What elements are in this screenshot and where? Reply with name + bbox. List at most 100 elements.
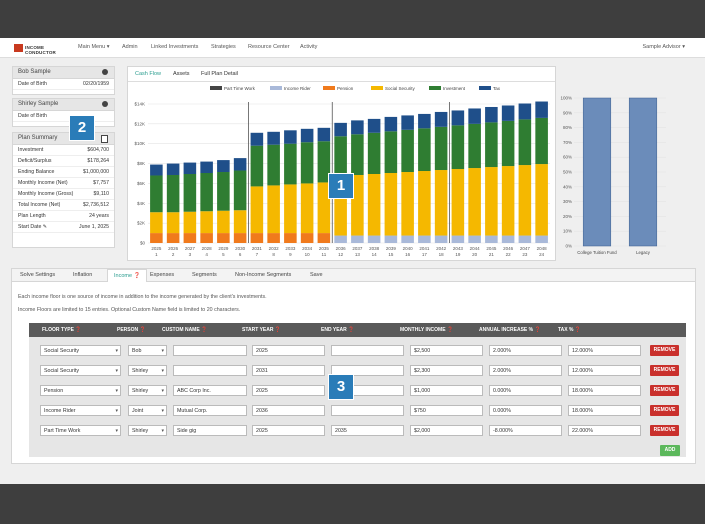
person-select[interactable]: Shirley bbox=[128, 365, 167, 376]
nav-linked-investments[interactable]: Linked Investments bbox=[151, 44, 199, 50]
goal-label: Legacy bbox=[636, 250, 651, 255]
x-tick-year: 2041 bbox=[419, 246, 430, 251]
y-tick-label: $10K bbox=[134, 141, 145, 146]
end-year-input[interactable]: 2035 bbox=[331, 425, 404, 436]
y-tick-label: 20% bbox=[563, 214, 572, 219]
col-monthly-income: MONTHLY INCOME ❓ bbox=[400, 327, 454, 333]
start-year-input[interactable]: 2025 bbox=[252, 425, 325, 436]
floor-type-select[interactable]: Income Rider bbox=[40, 405, 121, 416]
tab-full-plan-detail[interactable]: Full Plan Detail bbox=[201, 71, 238, 77]
tab-inflation[interactable]: Inflation bbox=[73, 272, 93, 278]
tab-non-income-segments[interactable]: Non-Income Segments bbox=[235, 272, 292, 278]
legend-label[interactable]: Tax bbox=[493, 86, 501, 91]
x-tick-index: 20 bbox=[472, 252, 478, 257]
floor-type-select[interactable]: Social Security bbox=[40, 365, 121, 376]
person-select[interactable]: Joint bbox=[128, 405, 167, 416]
annual-increase-input[interactable]: 0.000% bbox=[489, 405, 562, 416]
remove-button[interactable]: REMOVE bbox=[650, 365, 679, 376]
tax-input[interactable]: 18.000% bbox=[568, 385, 641, 396]
legend-label[interactable]: Part Time Work bbox=[224, 86, 256, 91]
tab-expenses[interactable]: Expenses bbox=[150, 272, 175, 278]
settings-panel: Solve Settings Inflation Income ❓ Expens… bbox=[11, 268, 696, 464]
remove-button[interactable]: REMOVE bbox=[650, 405, 679, 416]
end-year-input[interactable] bbox=[331, 345, 404, 356]
bar-segment bbox=[267, 131, 280, 145]
plan-summary-title: Plan Summary bbox=[13, 133, 114, 145]
nav-main-menu[interactable]: Main Menu ▾ bbox=[78, 44, 110, 50]
bar-segment bbox=[250, 145, 264, 187]
summary-value: $178,264 bbox=[87, 158, 109, 164]
remove-button[interactable]: REMOVE bbox=[650, 425, 679, 436]
custom-name-input[interactable]: Mutual Corp. bbox=[173, 405, 247, 416]
person-select[interactable]: Shirley bbox=[128, 425, 167, 436]
start-year-input[interactable]: 2025 bbox=[252, 345, 325, 356]
person-select[interactable]: Shirley bbox=[128, 385, 167, 396]
y-tick-label: $2K bbox=[137, 221, 145, 226]
annual-increase-input[interactable]: -8.000% bbox=[489, 425, 562, 436]
x-tick-index: 6 bbox=[239, 252, 242, 257]
summary-label: Ending Balance bbox=[18, 169, 55, 175]
custom-name-input[interactable]: ABC Corp Inc. bbox=[173, 385, 247, 396]
monthly-income-input[interactable]: $1,000 bbox=[410, 385, 483, 396]
brand-logo[interactable]: INCOME CONDUCTOR bbox=[14, 44, 66, 55]
end-year-input[interactable] bbox=[331, 405, 404, 416]
annual-increase-input[interactable]: 2.000% bbox=[489, 365, 562, 376]
x-tick-year: 2025 bbox=[151, 246, 162, 251]
person-icon[interactable] bbox=[102, 101, 108, 107]
user-menu[interactable]: Sample Advisor ▾ bbox=[642, 44, 685, 50]
tab-segments[interactable]: Segments bbox=[192, 272, 217, 278]
tab-cash-flow[interactable]: Cash Flow bbox=[135, 71, 161, 77]
nav-strategies[interactable]: Strategies bbox=[211, 44, 236, 50]
monthly-income-input[interactable]: $2,500 bbox=[410, 345, 483, 356]
annual-increase-input[interactable]: 2.000% bbox=[489, 345, 562, 356]
tax-input[interactable]: 12.000% bbox=[568, 365, 641, 376]
custom-name-input[interactable] bbox=[173, 365, 247, 376]
custom-name-input[interactable]: Side gig bbox=[173, 425, 247, 436]
floor-type-select[interactable]: Pension bbox=[40, 385, 121, 396]
nav-resource-center[interactable]: Resource Center bbox=[248, 44, 290, 50]
end-year-input[interactable] bbox=[331, 365, 404, 376]
person-icon[interactable] bbox=[102, 69, 108, 75]
bar-segment bbox=[300, 128, 314, 143]
tax-input[interactable]: 18.000% bbox=[568, 405, 641, 416]
tab-assets[interactable]: Assets bbox=[173, 71, 190, 77]
start-year-input[interactable]: 2036 bbox=[252, 405, 325, 416]
legend-label[interactable]: Pension bbox=[337, 86, 354, 91]
y-tick-label: $12K bbox=[134, 121, 145, 126]
tab-income[interactable]: Income ❓ bbox=[107, 269, 148, 282]
bar-segment bbox=[284, 130, 297, 144]
bar-segment bbox=[233, 210, 247, 234]
tab-save[interactable]: Save bbox=[310, 272, 323, 278]
start-year-input[interactable]: 2031 bbox=[252, 365, 325, 376]
nav-admin[interactable]: Admin bbox=[122, 44, 138, 50]
x-tick-index: 5 bbox=[222, 252, 225, 257]
tab-solve-settings[interactable]: Solve Settings bbox=[20, 272, 56, 278]
monthly-income-input[interactable]: $2,000 bbox=[410, 425, 483, 436]
remove-button[interactable]: REMOVE bbox=[650, 345, 679, 356]
floor-type-select[interactable]: Part Time Work bbox=[40, 425, 121, 436]
nav-activity[interactable]: Activity bbox=[300, 44, 318, 50]
document-icon[interactable] bbox=[101, 135, 108, 143]
x-tick-index: 7 bbox=[256, 252, 259, 257]
bar-segment bbox=[233, 233, 247, 243]
monthly-income-input[interactable]: $750 bbox=[410, 405, 483, 416]
remove-button[interactable]: REMOVE bbox=[650, 385, 679, 396]
monthly-income-input[interactable]: $2,300 bbox=[410, 365, 483, 376]
legend-label[interactable]: Social Security bbox=[385, 86, 416, 91]
bar-segment bbox=[250, 132, 264, 146]
legend-swatch bbox=[479, 86, 491, 90]
x-tick-year: 2034 bbox=[302, 246, 313, 251]
add-button[interactable]: ADD bbox=[660, 445, 680, 456]
legend-label[interactable]: Income Rider bbox=[284, 86, 311, 91]
legend-label[interactable]: Investment bbox=[443, 86, 466, 91]
tax-input[interactable]: 12.000% bbox=[568, 345, 641, 356]
tax-input[interactable]: 22.000% bbox=[568, 425, 641, 436]
person-select[interactable]: Bob bbox=[128, 345, 167, 356]
bar-segment bbox=[183, 173, 197, 212]
bar-segment bbox=[150, 233, 163, 243]
annual-increase-input[interactable]: 0.000% bbox=[489, 385, 562, 396]
bar-segment bbox=[351, 120, 364, 135]
custom-name-input[interactable] bbox=[173, 345, 247, 356]
floor-type-select[interactable]: Social Security bbox=[40, 345, 121, 356]
start-year-input[interactable]: 2025 bbox=[252, 385, 325, 396]
